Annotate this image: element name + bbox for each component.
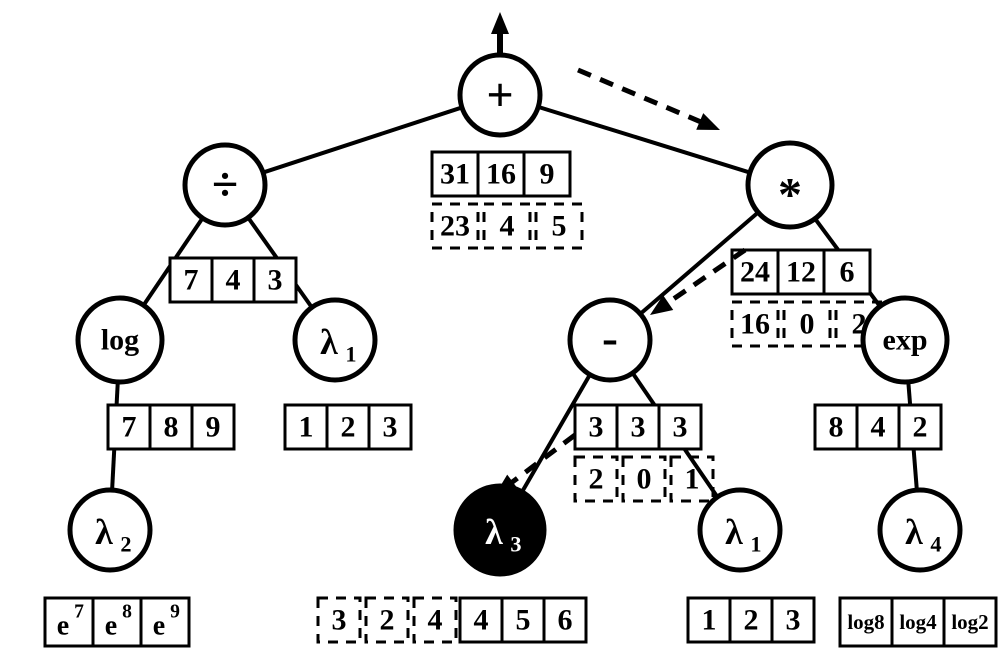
- svg-text:9: 9: [540, 158, 555, 191]
- svg-text:23: 23: [440, 210, 470, 243]
- svg-text:e: e: [57, 611, 69, 642]
- arrowhead-d1: [696, 113, 720, 130]
- table-minus_dash: 201: [575, 457, 713, 501]
- node-exp: exp: [863, 298, 947, 382]
- table-mul_solid: 24 12 6: [732, 250, 870, 294]
- svg-text:9: 9: [170, 602, 180, 623]
- table-lam3_solid: 456: [460, 598, 586, 642]
- svg-text:2: 2: [589, 463, 604, 496]
- svg-text:3: 3: [332, 604, 347, 637]
- node-label: -: [602, 312, 618, 365]
- svg-text:5: 5: [552, 210, 567, 243]
- svg-text:3: 3: [786, 604, 801, 637]
- svg-text:3: 3: [589, 411, 604, 444]
- node-label: log: [101, 324, 139, 357]
- svg-text:7: 7: [122, 411, 137, 444]
- svg-text:4: 4: [871, 411, 886, 444]
- node-label: ÷: [212, 159, 238, 212]
- svg-text:3: 3: [673, 411, 688, 444]
- node-label: λ: [485, 512, 503, 552]
- node-minus: -: [570, 300, 650, 380]
- svg-text:3: 3: [268, 264, 283, 297]
- svg-text:log8: log8: [847, 610, 884, 634]
- svg-text:log4: log4: [899, 610, 937, 634]
- svg-text:8: 8: [122, 602, 132, 623]
- svg-text:24: 24: [740, 256, 770, 289]
- svg-text:3: 3: [631, 411, 646, 444]
- svg-text:5: 5: [516, 604, 531, 637]
- svg-text:9: 9: [206, 411, 221, 444]
- svg-text:16: 16: [740, 308, 770, 341]
- svg-text:6: 6: [558, 604, 573, 637]
- node-mul: *: [748, 143, 832, 227]
- svg-text:4: 4: [500, 210, 515, 243]
- table-lam1b_solid: 123: [688, 598, 814, 642]
- svg-text:e: e: [105, 611, 117, 642]
- node-root: +: [460, 55, 540, 135]
- node-sub: 1: [345, 342, 356, 367]
- node-label: λ: [725, 512, 743, 552]
- node-sub: 1: [750, 532, 761, 557]
- svg-text:1: 1: [685, 463, 700, 496]
- arrowhead-up: [491, 12, 509, 34]
- table-div_solid: 743: [170, 258, 296, 302]
- node-lam1b: λ1: [700, 490, 780, 570]
- svg-text:6: 6: [840, 256, 855, 289]
- node-label: λ: [320, 322, 338, 362]
- svg-text:31: 31: [440, 158, 470, 191]
- node-label: exp: [883, 324, 928, 357]
- node-sub: 3: [510, 532, 521, 557]
- svg-text:4: 4: [226, 264, 241, 297]
- table-lam4_solid: log8 log4 log2: [840, 598, 996, 646]
- svg-text:1: 1: [299, 411, 314, 444]
- node-label: +: [486, 69, 513, 122]
- table-mul_dash: 1602: [732, 302, 882, 346]
- node-lam3: λ3: [456, 486, 544, 574]
- table-log_solid: 789: [108, 405, 234, 449]
- table-root_dash: 23 4 5: [432, 204, 582, 248]
- svg-text:3: 3: [383, 411, 398, 444]
- value-tables: 311692345743241261602789123333201842e7e8…: [45, 152, 996, 646]
- node-label: *: [778, 169, 802, 222]
- node-lam2: λ2: [70, 490, 150, 570]
- svg-text:e: e: [153, 611, 165, 642]
- svg-text:12: 12: [786, 256, 816, 289]
- node-log: log: [78, 298, 162, 382]
- table-root_solid: 31 16 9: [432, 152, 570, 196]
- svg-text:4: 4: [474, 604, 489, 637]
- node-sub: 2: [120, 532, 131, 557]
- svg-text:8: 8: [164, 411, 179, 444]
- node-label: λ: [905, 512, 923, 552]
- table-lam1a_solid: 123: [285, 405, 411, 449]
- node-label: λ: [95, 512, 113, 552]
- table-lam3_dash: 324: [318, 598, 456, 642]
- table-minus_solid: 333: [575, 405, 701, 449]
- svg-text:2: 2: [913, 411, 928, 444]
- svg-text:0: 0: [800, 308, 815, 341]
- arrow-d1: [578, 70, 702, 122]
- svg-text:7: 7: [74, 602, 84, 623]
- svg-text:2: 2: [341, 411, 356, 444]
- svg-text:8: 8: [829, 411, 844, 444]
- expression-tree: 311692345743241261602789123333201842e7e8…: [0, 0, 1000, 665]
- node-sub: 4: [930, 532, 941, 557]
- table-lam2_solid: e7e8e9: [45, 598, 189, 646]
- nodes: +÷*logλ1-expλ2λ3λ1λ4: [70, 55, 960, 574]
- node-lam4: λ4: [880, 490, 960, 570]
- svg-text:2: 2: [744, 604, 759, 637]
- svg-text:7: 7: [184, 264, 199, 297]
- svg-text:2: 2: [380, 604, 395, 637]
- svg-text:0: 0: [637, 463, 652, 496]
- table-exp_solid: 842: [815, 405, 941, 449]
- node-div: ÷: [185, 145, 265, 225]
- svg-text:1: 1: [702, 604, 717, 637]
- svg-text:log2: log2: [951, 610, 988, 634]
- node-lam1a: λ1: [295, 300, 375, 380]
- svg-text:4: 4: [428, 604, 443, 637]
- svg-text:16: 16: [486, 158, 516, 191]
